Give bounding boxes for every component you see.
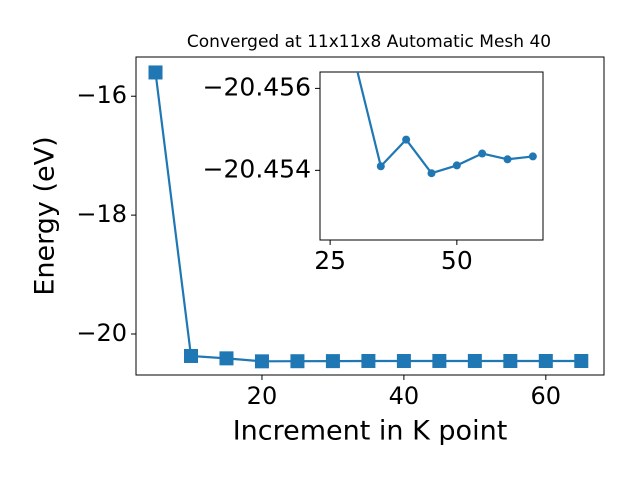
marker bbox=[396, 354, 411, 369]
y-axis-label: Energy (eV) bbox=[30, 136, 61, 295]
marker bbox=[478, 149, 487, 158]
marker bbox=[361, 353, 376, 368]
x-tick-label: 60 bbox=[531, 382, 562, 410]
marker bbox=[467, 353, 482, 368]
marker bbox=[219, 351, 234, 366]
y-tick-label: −16 bbox=[76, 81, 127, 109]
marker bbox=[376, 162, 385, 171]
x-axis-label: Increment in K point bbox=[233, 416, 508, 447]
marker bbox=[503, 155, 512, 164]
marker bbox=[326, 2, 334, 10]
marker bbox=[325, 354, 340, 369]
chart-title: Converged at 11x11x8 Automatic Mesh 40 bbox=[187, 32, 551, 52]
marker bbox=[503, 353, 518, 368]
marker bbox=[290, 354, 305, 369]
y-tick-label: −18 bbox=[76, 200, 127, 228]
series bbox=[326, 2, 537, 178]
marker bbox=[427, 169, 436, 178]
marker bbox=[432, 353, 447, 368]
marker bbox=[528, 152, 537, 161]
marker bbox=[254, 354, 269, 369]
marker bbox=[452, 161, 461, 170]
x-tick-label: 50 bbox=[441, 246, 473, 275]
marker bbox=[402, 135, 411, 144]
series bbox=[148, 65, 589, 369]
x-tick-label: 20 bbox=[247, 382, 278, 410]
y-tick-label: −20.456 bbox=[203, 72, 311, 101]
y-tick-label: −20.454 bbox=[203, 154, 311, 183]
x-tick-label: 25 bbox=[314, 246, 346, 275]
x-tick-label: 40 bbox=[389, 382, 420, 410]
marker bbox=[538, 353, 553, 368]
marker bbox=[574, 353, 589, 368]
marker bbox=[148, 65, 163, 80]
marker bbox=[183, 348, 198, 363]
y-tick-label: −20 bbox=[76, 319, 127, 347]
